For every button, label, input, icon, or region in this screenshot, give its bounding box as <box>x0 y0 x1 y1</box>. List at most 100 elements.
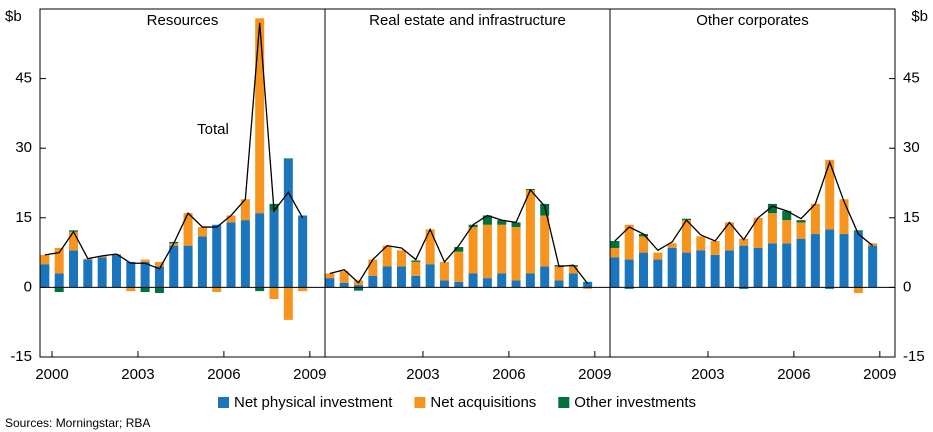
bar-segment <box>525 189 535 274</box>
bar-segment <box>54 247 64 274</box>
bar-segment <box>368 259 378 276</box>
bar-segment <box>425 264 435 288</box>
bar-segment <box>154 287 164 293</box>
panel-title: Resources <box>147 12 219 29</box>
bar-segment <box>696 250 706 288</box>
legend-label: Other investments <box>574 394 696 411</box>
x-tick-label: 2006 <box>207 366 240 383</box>
bar-segment <box>624 224 634 260</box>
bar-segment <box>767 243 777 288</box>
bar-segment <box>497 220 507 225</box>
total-line <box>614 160 874 252</box>
y-tick-label: -15 <box>10 348 32 365</box>
bar-segment <box>269 210 279 288</box>
bar-segment <box>639 234 649 237</box>
legend-swatch <box>218 397 229 408</box>
bar-segment <box>212 224 222 288</box>
bar-segment <box>54 273 64 288</box>
total-line <box>329 188 589 285</box>
bar-segment <box>624 259 634 288</box>
bar-segment <box>283 158 293 160</box>
bar-segment <box>255 213 265 288</box>
bar-segment <box>212 287 222 293</box>
bar-segment <box>868 243 878 246</box>
legend-swatch <box>414 397 426 408</box>
bar-segment <box>54 287 64 293</box>
bar-segment <box>853 287 863 293</box>
bar-segment <box>554 280 564 288</box>
bar-segment <box>169 245 179 288</box>
bar-segment <box>140 259 150 262</box>
x-tick-label: 2000 <box>35 366 68 383</box>
bar-segment <box>411 261 421 276</box>
bar-segment <box>298 287 308 292</box>
total-line <box>44 22 304 270</box>
bar-segment <box>255 287 265 292</box>
bar-segment <box>681 252 691 288</box>
legend-swatch <box>558 397 570 408</box>
bar-segment <box>226 215 236 223</box>
bar-segment <box>525 273 535 288</box>
bar-segment <box>853 231 863 288</box>
bar-segment <box>339 282 349 288</box>
bar-segment <box>624 287 634 289</box>
bar-segment <box>411 260 421 262</box>
bar-segment <box>468 227 478 274</box>
bar-segment <box>126 261 136 288</box>
bar-segment <box>782 243 792 288</box>
bar-segment <box>782 210 792 221</box>
y-tick-label: 30 <box>15 139 32 156</box>
bar-segment <box>325 278 335 288</box>
x-tick-label: 2006 <box>492 366 525 383</box>
bar-segment <box>667 247 677 288</box>
bar-segment <box>69 250 79 288</box>
bar-segment <box>839 234 849 288</box>
bar-segment <box>339 271 349 283</box>
bar-segment <box>782 220 792 244</box>
bar-segment <box>140 287 150 293</box>
bar-segment <box>140 261 150 288</box>
bar-segment <box>382 245 392 267</box>
plot-frame <box>39 8 896 358</box>
bar-segment <box>283 287 293 320</box>
bar-segment <box>240 199 250 221</box>
bar-segment <box>454 251 464 282</box>
bar-segment <box>568 266 578 274</box>
x-tick-label: 2003 <box>691 366 724 383</box>
bar-segment <box>839 199 849 235</box>
bar-segment <box>425 229 435 265</box>
y-tick-label: 15 <box>903 209 920 226</box>
bar-segment <box>468 273 478 288</box>
bar-segment <box>497 273 507 288</box>
bar-segment <box>368 275 378 288</box>
bar-segment <box>610 247 620 258</box>
bar-segment <box>710 241 720 255</box>
y-tick-label: 15 <box>15 209 32 226</box>
bar-segment <box>269 287 279 299</box>
bar-segment <box>240 220 250 288</box>
y-tick-label: -15 <box>903 348 925 365</box>
bar-segment <box>767 213 777 244</box>
bar-segment <box>511 222 521 228</box>
bar-segment <box>681 220 691 253</box>
y-tick-label: 0 <box>24 278 32 295</box>
bar-segment <box>753 247 763 288</box>
bar-segment <box>540 266 550 288</box>
bar-segment <box>97 255 107 258</box>
bar-segment <box>325 273 335 279</box>
bar-segment <box>568 273 578 288</box>
bar-segment <box>767 203 777 214</box>
y-tick-label: 0 <box>903 278 911 295</box>
bar-segment <box>154 266 164 288</box>
bar-segment <box>454 247 464 252</box>
x-tick-label: 2009 <box>578 366 611 383</box>
bar-segment <box>796 220 806 223</box>
bar-segment <box>739 238 749 246</box>
y-tick-label: 45 <box>903 70 920 87</box>
bar-segment <box>411 275 421 288</box>
bar-segment <box>354 287 364 291</box>
bar-segment <box>667 243 677 248</box>
bar-segment <box>724 250 734 288</box>
bar-segment <box>610 241 620 248</box>
